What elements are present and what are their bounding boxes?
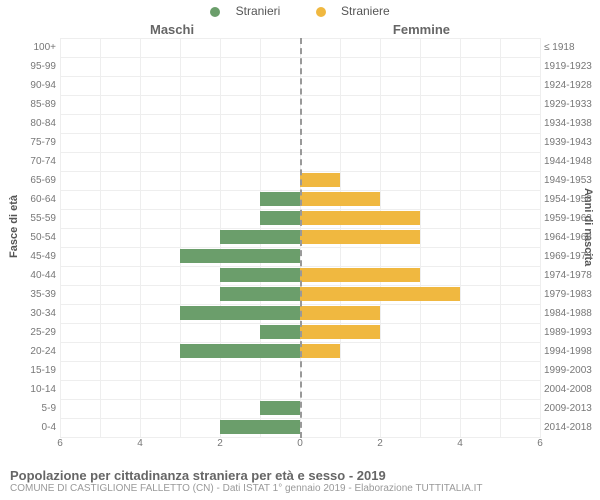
age-label: 45-49 bbox=[18, 247, 56, 266]
age-label: 75-79 bbox=[18, 133, 56, 152]
header-male: Maschi bbox=[150, 22, 194, 37]
x-tick: 2 bbox=[217, 438, 223, 449]
bar-male bbox=[180, 249, 300, 263]
bar-male bbox=[180, 306, 300, 320]
legend: Stranieri Straniere bbox=[0, 4, 600, 18]
bar-female bbox=[300, 230, 420, 244]
bar-female bbox=[300, 268, 420, 282]
age-label: 80-84 bbox=[18, 114, 56, 133]
legend-label-male: Stranieri bbox=[236, 4, 281, 18]
birth-year-label: 1919-1923 bbox=[544, 57, 600, 76]
header-female: Femmine bbox=[393, 22, 450, 37]
bar-male bbox=[260, 192, 300, 206]
birth-year-label: 1994-1998 bbox=[544, 342, 600, 361]
center-line bbox=[300, 38, 302, 438]
birth-year-label: 2014-2018 bbox=[544, 418, 600, 437]
footer-title: Popolazione per cittadinanza straniera p… bbox=[10, 468, 590, 483]
legend-label-female: Straniere bbox=[341, 4, 390, 18]
footer: Popolazione per cittadinanza straniera p… bbox=[10, 468, 590, 494]
x-tick: 0 bbox=[297, 438, 303, 449]
birth-year-label: 1934-1938 bbox=[544, 114, 600, 133]
legend-item-male: Stranieri bbox=[202, 4, 288, 18]
legend-item-female: Straniere bbox=[308, 4, 398, 18]
age-label: 60-64 bbox=[18, 190, 56, 209]
birth-year-label: 1969-1973 bbox=[544, 247, 600, 266]
age-label: 65-69 bbox=[18, 171, 56, 190]
footer-subtitle: COMUNE DI CASTIGLIONE FALLETTO (CN) - Da… bbox=[10, 483, 590, 494]
age-label: 30-34 bbox=[18, 304, 56, 323]
x-tick: 6 bbox=[57, 438, 63, 449]
x-tick: 2 bbox=[377, 438, 383, 449]
birth-year-label: 1954-1958 bbox=[544, 190, 600, 209]
age-label: 35-39 bbox=[18, 285, 56, 304]
age-label: 5-9 bbox=[18, 399, 56, 418]
birth-year-label: 1959-1963 bbox=[544, 209, 600, 228]
birth-year-label: 1974-1978 bbox=[544, 266, 600, 285]
bar-male bbox=[260, 211, 300, 225]
bar-male bbox=[220, 420, 300, 434]
age-label: 70-74 bbox=[18, 152, 56, 171]
birth-year-label: 2009-2013 bbox=[544, 399, 600, 418]
bar-male bbox=[220, 268, 300, 282]
bar-female bbox=[300, 173, 340, 187]
birth-year-label: 1944-1948 bbox=[544, 152, 600, 171]
age-label: 10-14 bbox=[18, 380, 56, 399]
bar-female bbox=[300, 344, 340, 358]
x-tick: 4 bbox=[137, 438, 143, 449]
bar-female bbox=[300, 192, 380, 206]
age-label: 40-44 bbox=[18, 266, 56, 285]
bar-male bbox=[260, 325, 300, 339]
age-label: 85-89 bbox=[18, 95, 56, 114]
birth-year-label: 1999-2003 bbox=[544, 361, 600, 380]
age-label: 50-54 bbox=[18, 228, 56, 247]
age-label: 95-99 bbox=[18, 57, 56, 76]
x-axis: 6 4 2 0 2 4 6 bbox=[60, 438, 540, 454]
x-tick: 6 bbox=[537, 438, 543, 449]
x-tick: 4 bbox=[457, 438, 463, 449]
birth-year-label: 1924-1928 bbox=[544, 76, 600, 95]
age-label: 20-24 bbox=[18, 342, 56, 361]
bar-female bbox=[300, 325, 380, 339]
legend-swatch-male bbox=[210, 7, 220, 17]
birth-year-label: 1984-1988 bbox=[544, 304, 600, 323]
bar-male bbox=[260, 401, 300, 415]
age-label: 55-59 bbox=[18, 209, 56, 228]
birth-year-label: 2004-2008 bbox=[544, 380, 600, 399]
bar-male bbox=[220, 287, 300, 301]
birth-year-label: 1939-1943 bbox=[544, 133, 600, 152]
bar-female bbox=[300, 287, 460, 301]
age-label: 90-94 bbox=[18, 76, 56, 95]
bar-male bbox=[220, 230, 300, 244]
birth-year-label: ≤ 1918 bbox=[544, 38, 600, 57]
bar-female bbox=[300, 306, 380, 320]
birth-year-label: 1964-1968 bbox=[544, 228, 600, 247]
age-label: 15-19 bbox=[18, 361, 56, 380]
age-label: 100+ bbox=[18, 38, 56, 57]
grid-line-v bbox=[540, 38, 541, 438]
legend-swatch-female bbox=[316, 7, 326, 17]
age-label: 25-29 bbox=[18, 323, 56, 342]
bar-male bbox=[180, 344, 300, 358]
birth-year-label: 1949-1953 bbox=[544, 171, 600, 190]
bar-female bbox=[300, 211, 420, 225]
birth-year-label: 1989-1993 bbox=[544, 323, 600, 342]
population-pyramid-chart: Stranieri Straniere Maschi Femmine Fasce… bbox=[0, 0, 600, 500]
birth-year-label: 1929-1933 bbox=[544, 95, 600, 114]
birth-year-label: 1979-1983 bbox=[544, 285, 600, 304]
age-label: 0-4 bbox=[18, 418, 56, 437]
